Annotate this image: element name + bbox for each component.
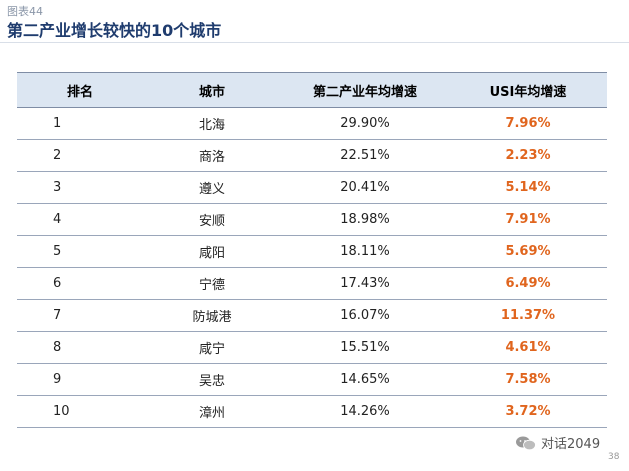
- wechat-icon: [516, 436, 536, 450]
- rank-cell: 1: [17, 107, 143, 140]
- table-row: 5 咸阳 18.11% 5.69%: [17, 235, 607, 268]
- rank-cell: 4: [17, 203, 143, 236]
- rank-cell: 9: [17, 363, 143, 396]
- city-cell: 漳州: [143, 395, 281, 428]
- city-cell: 商洛: [143, 139, 281, 172]
- table-row: 2 商洛 22.51% 2.23%: [17, 139, 607, 172]
- rank-cell: 2: [17, 139, 143, 172]
- usi-growth-cell: 5.14%: [449, 171, 607, 204]
- usi-growth-cell: 7.91%: [449, 203, 607, 236]
- chart-label: 图表44: [7, 5, 43, 18]
- usi-growth-cell: 4.61%: [449, 331, 607, 364]
- usi-growth-cell: 5.69%: [449, 235, 607, 268]
- table-row: 9 吴忠 14.65% 7.58%: [17, 363, 607, 396]
- rank-cell: 10: [17, 395, 143, 428]
- rank-cell: 7: [17, 299, 143, 332]
- watermark: 对话2049: [515, 433, 600, 452]
- table-row: 1 北海 29.90% 7.96%: [17, 107, 607, 140]
- watermark-text: 对话2049: [541, 437, 601, 452]
- ranking-table: 排名 城市 第二产业年均增速 USI年均增速 1 北海 29.90% 7.96% 2 商洛…: [17, 72, 607, 428]
- city-cell: 遵义: [143, 171, 281, 204]
- city-cell: 安顺: [143, 203, 281, 236]
- industry-growth-cell: 29.90%: [281, 107, 449, 140]
- industry-growth-cell: 18.11%: [281, 235, 449, 268]
- city-cell: 咸宁: [143, 331, 281, 364]
- table-row: 10 漳州 14.26% 3.72%: [17, 395, 607, 428]
- header-usi-growth: USI年均增速: [449, 72, 607, 108]
- table-row: 6 宁德 17.43% 6.49%: [17, 267, 607, 300]
- table-body: 1 北海 29.90% 7.96% 2 商洛 22.51% 2.23% 3 遵义 20.41% 5.1…: [17, 107, 607, 428]
- city-cell: 咸阳: [143, 235, 281, 268]
- table-row: 4 安顺 18.98% 7.91%: [17, 203, 607, 236]
- industry-growth-cell: 14.26%: [281, 395, 449, 428]
- city-cell: 北海: [143, 107, 281, 140]
- page-title: 第二产业增长较快的10个城市: [7, 21, 222, 40]
- industry-growth-cell: 17.43%: [281, 267, 449, 300]
- usi-growth-cell: 3.72%: [449, 395, 607, 428]
- usi-growth-cell: 7.96%: [449, 107, 607, 140]
- industry-growth-cell: 18.98%: [281, 203, 449, 236]
- header-industry-growth: 第二产业年均增速: [281, 72, 449, 108]
- rank-cell: 5: [17, 235, 143, 268]
- rank-cell: 3: [17, 171, 143, 204]
- table-row: 3 遵义 20.41% 5.14%: [17, 171, 607, 204]
- industry-growth-cell: 14.65%: [281, 363, 449, 396]
- industry-growth-cell: 22.51%: [281, 139, 449, 172]
- rank-cell: 8: [17, 331, 143, 364]
- usi-growth-cell: 2.23%: [449, 139, 607, 172]
- city-cell: 防城港: [143, 299, 281, 332]
- title-divider: [0, 42, 629, 43]
- table-row: 7 防城港 16.07% 11.37%: [17, 299, 607, 332]
- usi-growth-cell: 6.49%: [449, 267, 607, 300]
- rank-cell: 6: [17, 267, 143, 300]
- header-rank: 排名: [17, 72, 143, 108]
- city-cell: 宁德: [143, 267, 281, 300]
- industry-growth-cell: 16.07%: [281, 299, 449, 332]
- usi-growth-cell: 11.37%: [449, 299, 607, 332]
- usi-growth-cell: 7.58%: [449, 363, 607, 396]
- table-header-row: 排名 城市 第二产业年均增速 USI年均增速: [17, 72, 607, 108]
- table-row: 8 咸宁 15.51% 4.61%: [17, 331, 607, 364]
- page-number: 38: [608, 452, 620, 462]
- header-city: 城市: [143, 72, 281, 108]
- city-cell: 吴忠: [143, 363, 281, 396]
- industry-growth-cell: 20.41%: [281, 171, 449, 204]
- industry-growth-cell: 15.51%: [281, 331, 449, 364]
